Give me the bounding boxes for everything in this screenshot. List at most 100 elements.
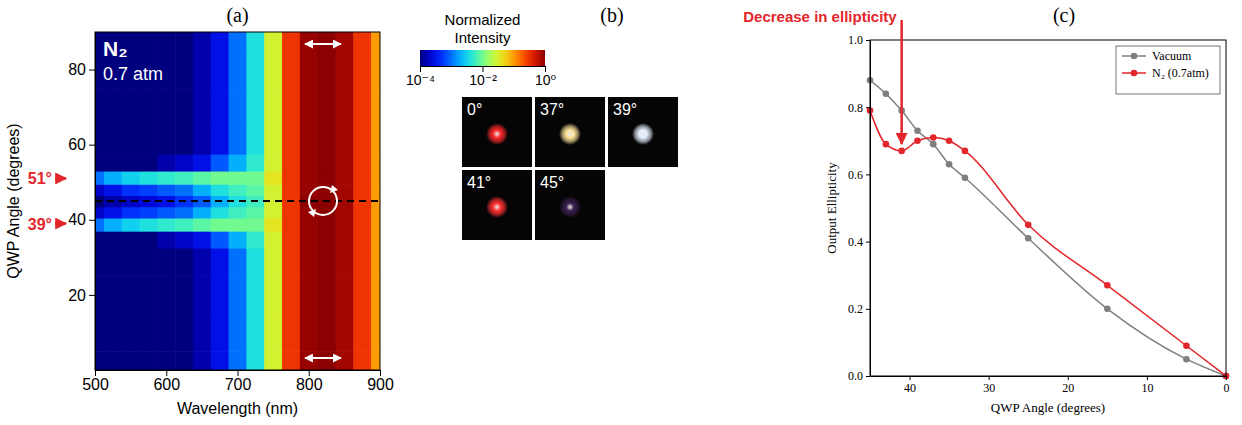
heatmap-cell [175,126,193,155]
heatmap-cell [140,218,158,232]
heatmap-cell [371,248,380,277]
heatmap-cell [193,154,211,172]
heatmap-cell [371,126,380,155]
series-marker [898,148,905,155]
heatmap-cell [335,248,353,277]
heatmap-cell [246,171,264,185]
y-axis-title: QWP Angle (degrees) [5,123,22,278]
tick-label: 700 [225,376,252,393]
series-marker [1104,306,1111,313]
series-marker [914,138,921,145]
tick-label: 0.0 [848,369,863,383]
tick: 0.8 [848,101,870,115]
heatmap-cell [353,88,371,126]
heatmap-cell [211,171,229,185]
axis: 20406080 [68,33,95,371]
heatmap-cell [264,207,282,219]
heatmap-cell [229,218,247,232]
heatmap-cell [353,154,371,172]
tick: 10⁻⁴ [406,66,435,88]
heatmap-cell [318,231,336,249]
heatmap-cell [282,154,300,172]
heatmap-cell [193,351,211,370]
heatmap-cell [246,51,264,89]
tick-label: 900 [367,376,394,393]
heatmap-cell [229,88,247,126]
heatmap-cell [282,88,300,126]
heatmap-cell [371,351,380,370]
tick-mark [989,376,990,380]
heatmap-cell [104,154,122,172]
heatmap-cell [318,154,336,172]
heatmap-cell [335,88,353,126]
heatmap-cell [140,171,158,185]
legend-marker [1131,53,1138,60]
heatmap-cell [193,88,211,126]
series-marker [962,174,969,181]
heatmap-cell [282,248,300,277]
gas-annotation: 0.7 atm [103,64,163,84]
tick-mark [89,220,95,221]
heatmap-cell [140,276,158,314]
heatmap-cell [140,154,158,172]
heatmap-cell [282,207,300,219]
tick: 20 [1062,376,1074,395]
tick: 10⁻² [469,66,497,88]
axis: 0.00.20.40.60.81.0 [848,33,871,383]
heatmap-cell [157,207,175,219]
heatmap-cell [104,248,122,277]
camera-image [535,170,605,240]
heatmap-cell [157,276,175,314]
heatmap-cell [211,88,229,126]
tick: 30 [983,376,995,395]
tick-mark [866,309,870,310]
tick-mark [380,370,381,376]
tick: 900 [367,370,394,393]
tick-label: 10⁻⁴ [406,72,435,88]
heatmap-cell [246,351,264,370]
series-line [870,111,1226,376]
camera-image [462,170,532,240]
heatmap-cell [175,248,193,277]
heatmap-cell [371,276,380,314]
tick: 80 [68,61,95,78]
heatmap-cell [193,218,211,232]
heatmap-cell [122,276,140,314]
legend-label: Vacuum [1152,49,1192,63]
heatmap-cell [353,276,371,314]
heatmap-cell [211,207,229,219]
heatmap-cell [193,184,211,196]
heatmap-cell [300,231,318,249]
panel-b: 0°37°39°41°45° [462,97,678,240]
heatmap-cell [211,218,229,232]
tick-label: 500 [82,376,109,393]
heatmap-cell [211,32,229,51]
heatmap-cell [211,231,229,249]
tick-label: 80 [68,61,86,78]
linear-polarization-arrow [305,43,341,45]
heatmap-cell [300,248,318,277]
tick-mark [89,295,95,296]
heatmap-cell [335,276,353,314]
series-marker [1025,222,1032,229]
heatmap-cell [95,218,105,232]
heatmap-cell [175,51,193,89]
heatmap-cell [318,218,336,232]
heatmap-cell [264,171,282,185]
heatmap-cell [122,231,140,249]
heatmap-cell [122,207,140,219]
heatmap-cell [318,88,336,126]
series-marker [883,90,890,97]
heatmap-cell [104,218,122,232]
panel-a: 50060070080090020406080Wavelength (nm)QW… [5,13,394,417]
heatmap-cell [335,51,353,89]
image-label: 0° [467,101,482,118]
tick: 40 [904,376,916,395]
heatmap-cell [318,126,336,155]
heatmap-cell [157,314,175,352]
heatmap-cell [353,171,371,185]
heatmap-cell [282,276,300,314]
panel-c: 4030201000.00.20.40.60.81.0QWP Angle (de… [824,33,1230,415]
heatmap-cell [371,171,380,185]
tick-mark [238,370,239,376]
